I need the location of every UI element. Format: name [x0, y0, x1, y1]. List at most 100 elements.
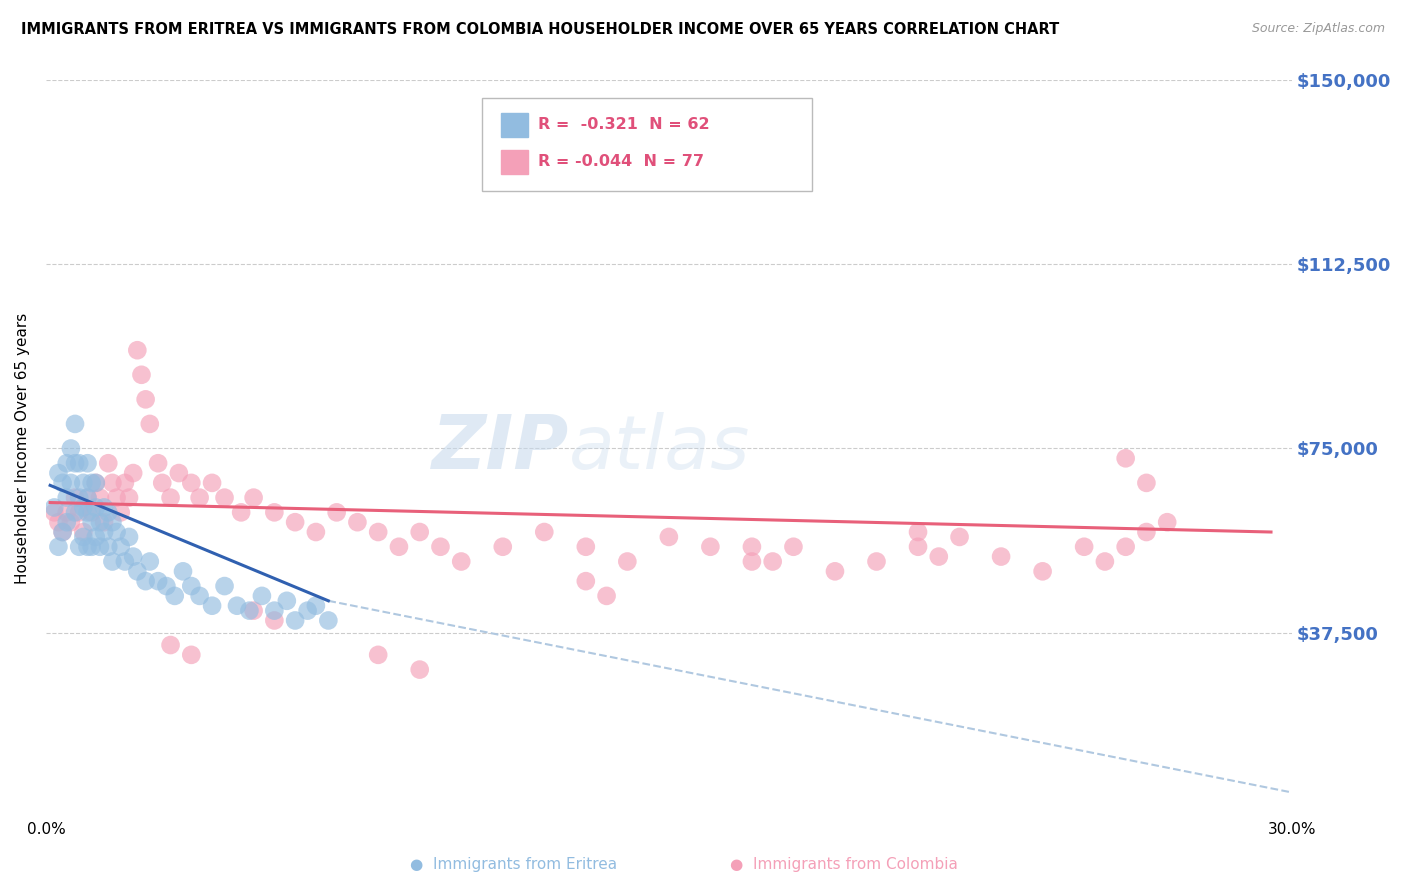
Point — [131, 368, 153, 382]
Point — [97, 456, 120, 470]
Point — [284, 515, 307, 529]
Point — [1115, 540, 1137, 554]
Point — [284, 614, 307, 628]
Point — [67, 505, 90, 519]
Point — [146, 456, 169, 470]
Point — [276, 594, 298, 608]
Point — [72, 500, 94, 515]
Point — [226, 599, 249, 613]
Point — [93, 515, 115, 529]
Point — [84, 500, 107, 515]
Text: atlas: atlas — [569, 412, 751, 484]
Point — [105, 524, 128, 539]
Point — [97, 505, 120, 519]
Point — [59, 515, 82, 529]
Point — [297, 604, 319, 618]
Point — [67, 540, 90, 554]
Y-axis label: Householder Income Over 65 years: Householder Income Over 65 years — [15, 313, 30, 584]
Point — [63, 491, 86, 505]
Point — [89, 491, 111, 505]
Point — [450, 554, 472, 568]
Point — [80, 475, 103, 490]
Point — [907, 540, 929, 554]
Point — [167, 466, 190, 480]
Point — [1135, 475, 1157, 490]
Point — [63, 417, 86, 431]
Point — [990, 549, 1012, 564]
Point — [1073, 540, 1095, 554]
Point — [44, 500, 66, 515]
Point — [782, 540, 804, 554]
Point — [928, 549, 950, 564]
Point — [201, 475, 224, 490]
Point — [741, 540, 763, 554]
Point — [146, 574, 169, 589]
Point — [139, 554, 162, 568]
Point — [80, 540, 103, 554]
Point — [139, 417, 162, 431]
Point — [84, 475, 107, 490]
Point — [699, 540, 721, 554]
Text: IMMIGRANTS FROM ERITREA VS IMMIGRANTS FROM COLOMBIA HOUSEHOLDER INCOME OVER 65 Y: IMMIGRANTS FROM ERITREA VS IMMIGRANTS FR… — [21, 22, 1059, 37]
Point — [188, 491, 211, 505]
Point — [48, 515, 70, 529]
Point — [150, 475, 173, 490]
Point — [52, 524, 75, 539]
Point — [367, 524, 389, 539]
Point — [214, 579, 236, 593]
Point — [55, 491, 77, 505]
Point — [325, 505, 347, 519]
Point — [575, 574, 598, 589]
Point — [76, 456, 98, 470]
Point — [305, 524, 328, 539]
Point — [1156, 515, 1178, 529]
Point — [180, 475, 202, 490]
Point — [52, 475, 75, 490]
Point — [180, 579, 202, 593]
Point — [76, 491, 98, 505]
Point — [80, 515, 103, 529]
Point — [127, 564, 149, 578]
Point — [492, 540, 515, 554]
Point — [409, 524, 432, 539]
Point — [59, 442, 82, 456]
Point — [63, 456, 86, 470]
Point — [865, 554, 887, 568]
Point — [55, 505, 77, 519]
Point — [346, 515, 368, 529]
Point — [180, 648, 202, 662]
Point — [159, 638, 181, 652]
Point — [97, 540, 120, 554]
Point — [1094, 554, 1116, 568]
Point — [741, 554, 763, 568]
Point — [67, 456, 90, 470]
Point — [44, 505, 66, 519]
Point — [72, 530, 94, 544]
Point — [48, 540, 70, 554]
Point — [163, 589, 186, 603]
Point — [231, 505, 253, 519]
Point — [101, 475, 124, 490]
Point — [59, 475, 82, 490]
Point — [595, 589, 617, 603]
Point — [89, 515, 111, 529]
Point — [72, 475, 94, 490]
Text: ZIP: ZIP — [432, 412, 569, 485]
Point — [263, 614, 285, 628]
Point — [242, 491, 264, 505]
Point — [101, 554, 124, 568]
Point — [118, 530, 141, 544]
Point — [201, 599, 224, 613]
Point — [188, 589, 211, 603]
Point — [135, 574, 157, 589]
Point — [242, 604, 264, 618]
Point — [84, 530, 107, 544]
Point — [55, 456, 77, 470]
Point — [110, 505, 132, 519]
Point — [80, 505, 103, 519]
Point — [67, 491, 90, 505]
Point — [1032, 564, 1054, 578]
Text: ●  Immigrants from Colombia: ● Immigrants from Colombia — [730, 857, 957, 872]
Text: Source: ZipAtlas.com: Source: ZipAtlas.com — [1251, 22, 1385, 36]
Point — [155, 579, 177, 593]
